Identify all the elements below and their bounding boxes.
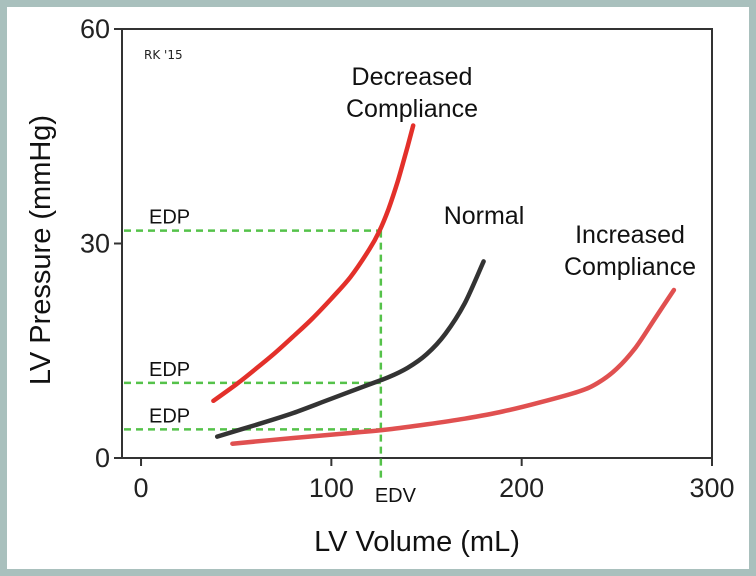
y-tick-label: 0 [95, 443, 110, 473]
y-tick-label: 60 [80, 14, 110, 44]
edv-label: EDV [375, 485, 417, 507]
x-tick-label: 300 [689, 473, 734, 503]
edp-label: EDP [149, 405, 190, 427]
edp-label: EDP [149, 207, 190, 229]
increased-compliance-label: Increased [575, 221, 685, 249]
y-axis-title: LV Pressure (mmHg) [25, 115, 57, 385]
increased-compliance-label: Compliance [564, 253, 696, 281]
pv-compliance-chart: 0 30 60 0 100 200 300 EDV EDP EDP EDP Decreased Comp… [25, 14, 735, 558]
x-tick-label: 200 [499, 473, 544, 503]
decreased-compliance-label: Decreased [352, 63, 473, 91]
decreased-compliance-curve [211, 123, 416, 404]
chart-frame: 0 30 60 0 100 200 300 EDV EDP EDP EDP Decreased Comp… [7, 7, 749, 569]
x-tick-label: 100 [309, 473, 354, 503]
increased-compliance-curve [230, 287, 677, 446]
x-axis-title: LV Volume (mL) [314, 526, 520, 558]
edp-label: EDP [149, 359, 190, 381]
y-tick-label: 30 [80, 229, 110, 259]
decreased-compliance-label: Compliance [346, 95, 478, 123]
x-tick-label: 0 [134, 473, 149, 503]
normal-curve [214, 259, 486, 439]
credit-text: RK '15 [144, 48, 183, 62]
normal-label: Normal [444, 202, 525, 230]
